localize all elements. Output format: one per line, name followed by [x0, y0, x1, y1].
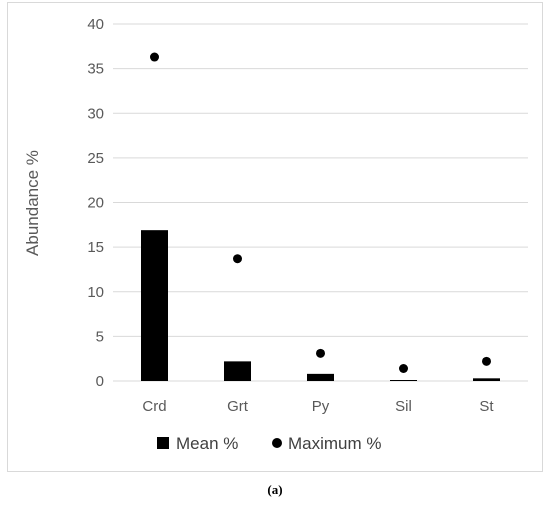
x-tick-label: Py: [312, 398, 330, 415]
marker-max-sil: [399, 364, 408, 374]
marker-max-st: [482, 356, 491, 366]
marker-max-py: [316, 348, 325, 358]
x-tick-labels: Crd Grt Py Sil St: [142, 398, 494, 415]
y-tick-label: 10: [87, 284, 104, 301]
figure-caption: (a): [267, 482, 283, 497]
bar-mean-crd: [141, 230, 168, 381]
y-tick-label: 25: [87, 150, 104, 167]
y-tick-label: 35: [87, 61, 104, 78]
marker-max-crd: [150, 52, 159, 62]
y-tick-label: 30: [87, 105, 104, 122]
x-tick-label: Crd: [142, 398, 166, 415]
x-tick-label: St: [479, 398, 494, 415]
y-tick-labels: 0 5 10 15 20 25 30 35 40: [87, 16, 104, 390]
bar-mean-grt: [224, 361, 251, 381]
markers: [150, 52, 491, 374]
legend-marker-label: Maximum %: [288, 434, 382, 453]
marker-max-grt: [233, 254, 242, 264]
y-tick-label: 5: [96, 328, 104, 345]
y-tick-label: 20: [87, 195, 104, 212]
bar-mean-st: [473, 378, 500, 381]
legend: Mean % Maximum %: [157, 434, 382, 453]
bar-mean-py: [307, 373, 334, 381]
x-tick-label: Grt: [227, 398, 249, 415]
bars: [141, 230, 500, 381]
gridlines: [113, 23, 528, 382]
x-tick-label: Sil: [395, 398, 412, 415]
legend-bar-label: Mean %: [176, 434, 238, 453]
legend-marker-swatch: [272, 438, 282, 448]
y-tick-label: 0: [96, 373, 104, 390]
chart-frame: [7, 2, 543, 472]
legend-bar-swatch: [157, 437, 169, 449]
y-tick-label: 15: [87, 239, 104, 256]
y-axis-title: Abundance %: [23, 150, 42, 256]
bar-mean-sil: [390, 380, 417, 381]
chart-svg: 0 5 10 15 20 25 30 35 40 Crd Grt Py Sil St Abundance…: [23, 16, 528, 453]
y-tick-label: 40: [87, 16, 104, 33]
